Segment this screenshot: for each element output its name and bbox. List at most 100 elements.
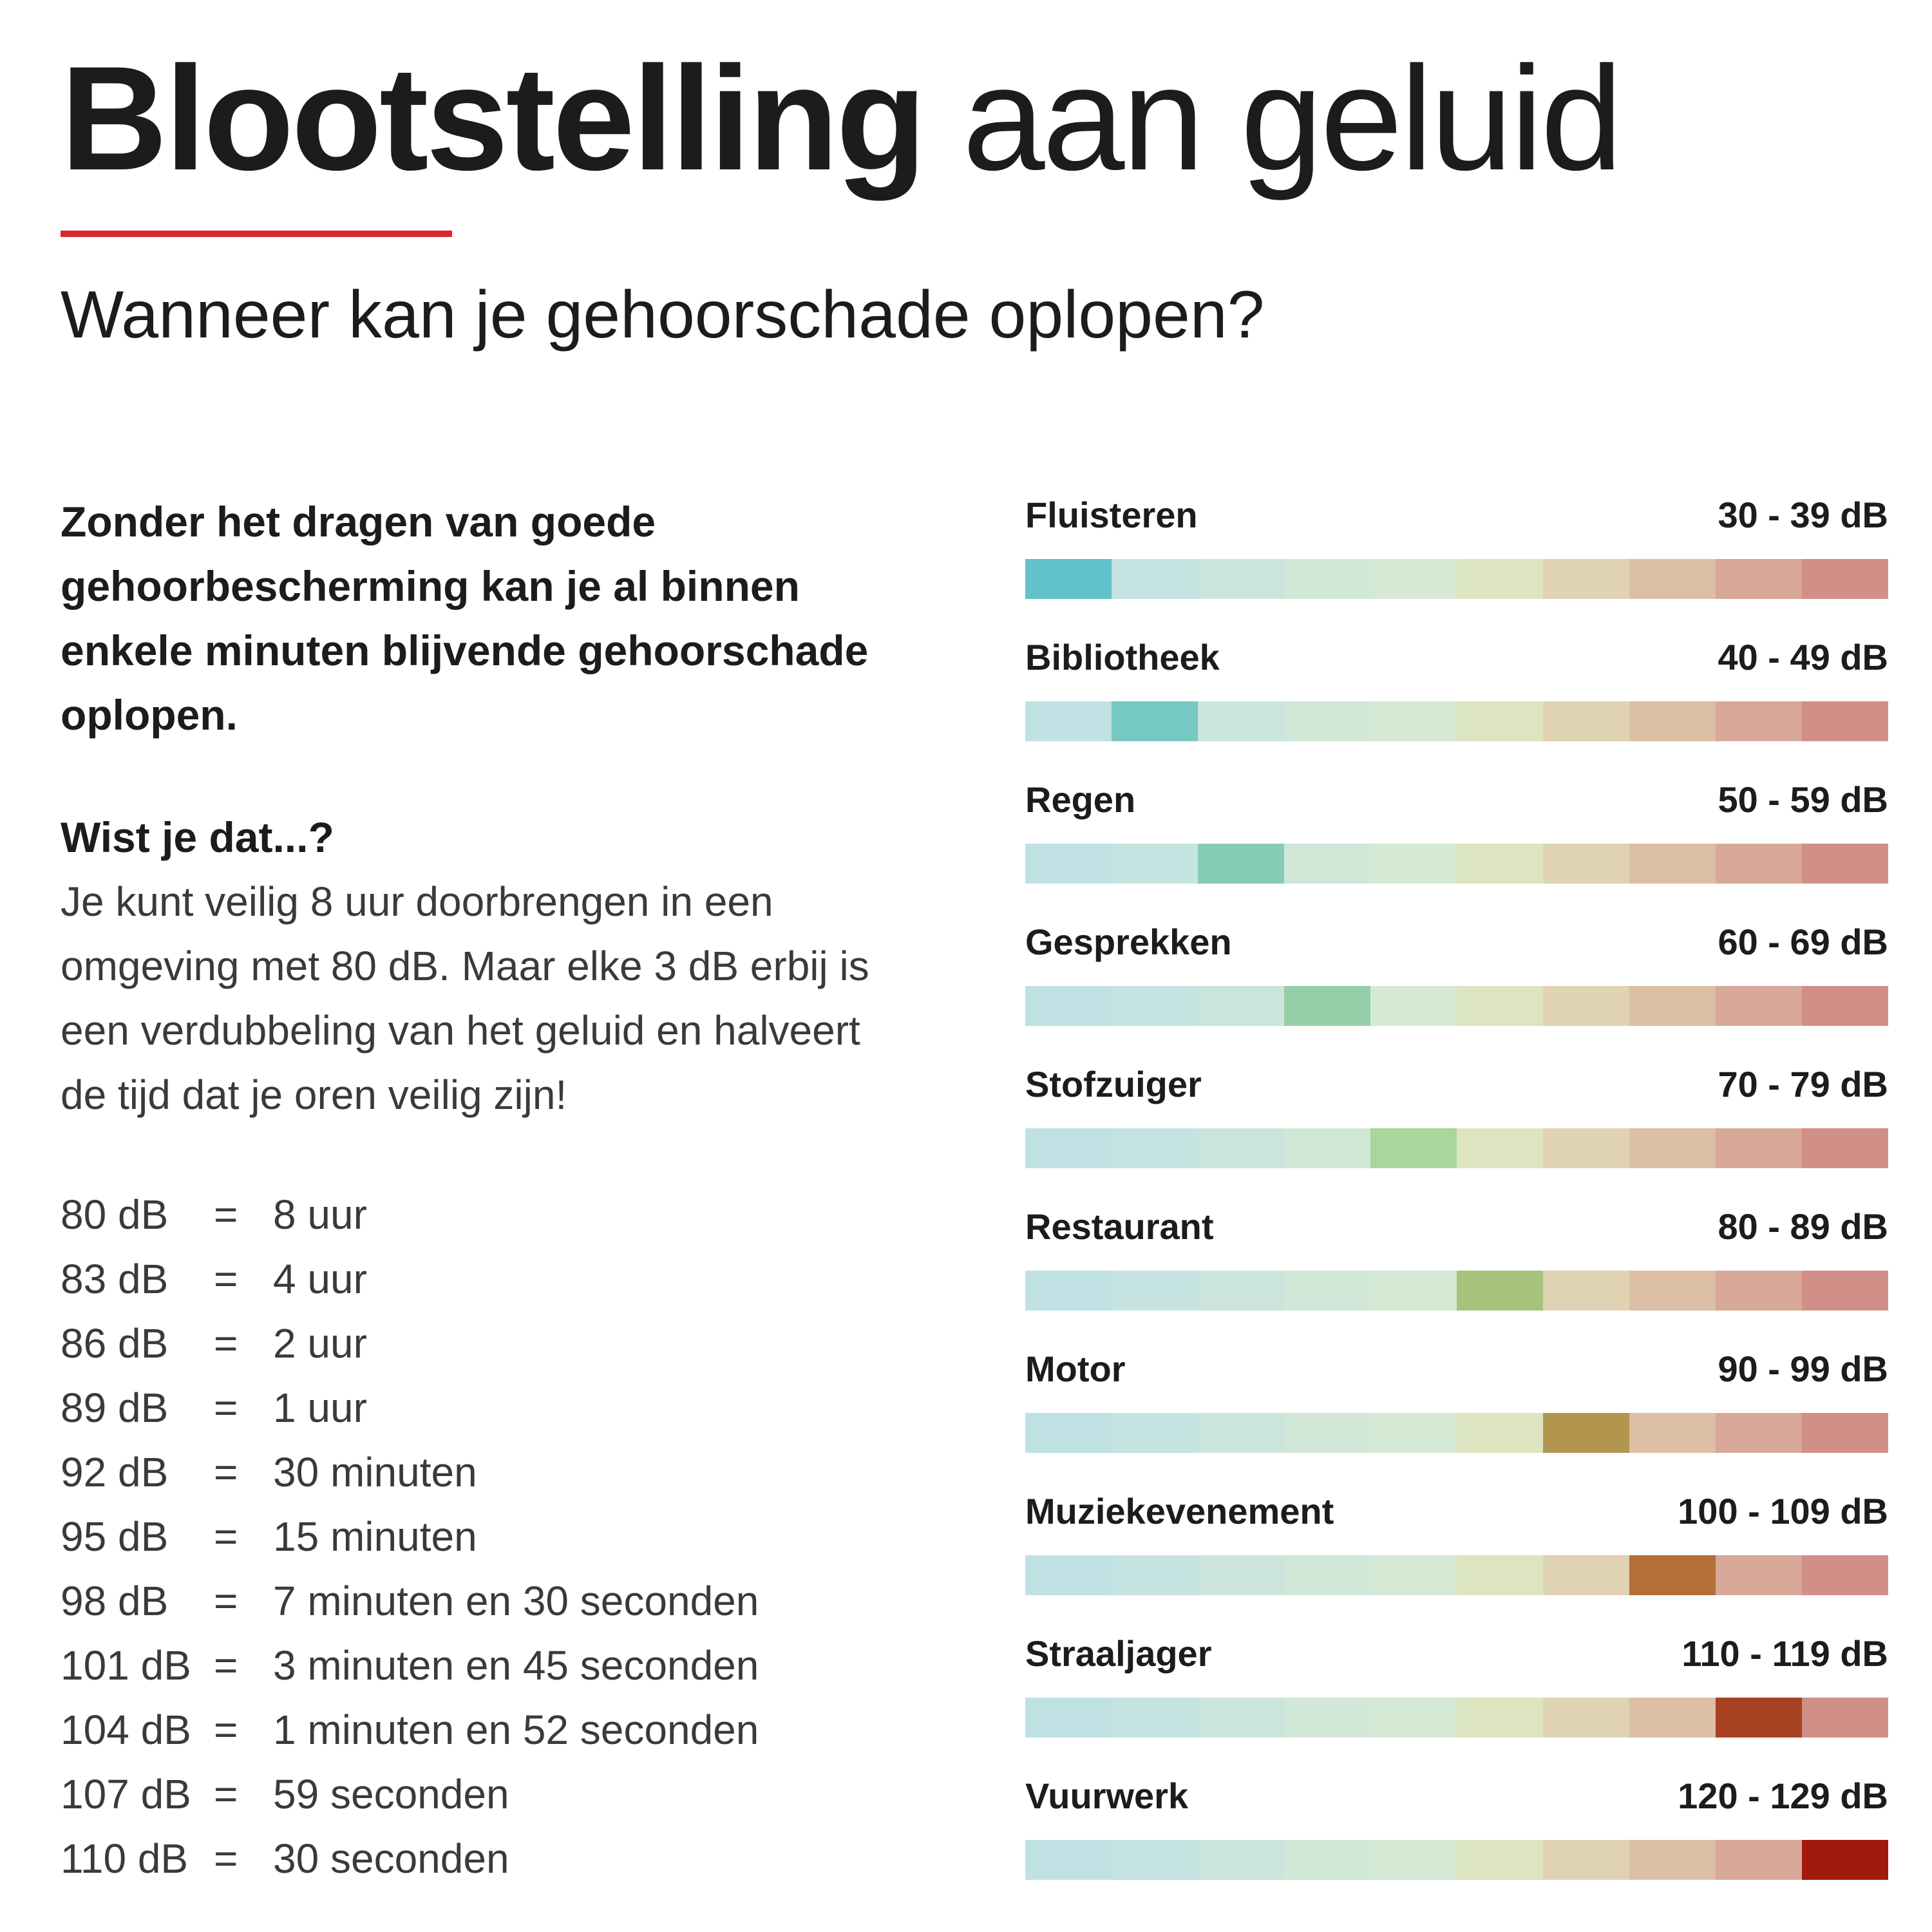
scale-segment: [1543, 559, 1629, 599]
scale-segment: [1543, 1840, 1629, 1880]
decibel-scale-bar: [1025, 1413, 1888, 1453]
exposure-level: 101 dB: [61, 1642, 191, 1689]
noise-source-name: Straaljager: [1025, 1633, 1212, 1674]
noise-source-name: Gesprekken: [1025, 922, 1232, 962]
noise-range: 80 - 89 dB: [1718, 1206, 1888, 1247]
scale-segment: [1025, 986, 1112, 1026]
scale-segment: [1284, 1128, 1370, 1168]
scale-segment: [1629, 986, 1716, 1026]
scale-segment: [1802, 1271, 1888, 1311]
scale-segment: [1112, 844, 1198, 884]
scale-segment: [1543, 986, 1629, 1026]
noise-source-name: Restaurant: [1025, 1206, 1214, 1247]
scale-segment: [1457, 1698, 1543, 1738]
equals-sign: =: [214, 1835, 238, 1882]
noise-range: 100 - 109 dB: [1678, 1491, 1888, 1531]
exposure-level: 80 dB: [61, 1191, 169, 1238]
scale-segment: [1370, 986, 1457, 1026]
scale-segment: [1284, 1698, 1370, 1738]
scale-segment: [1284, 1413, 1370, 1453]
exposure-level: 98 dB: [61, 1578, 169, 1624]
exposure-level: 92 dB: [61, 1449, 169, 1495]
noise-level-header: Regen 50 - 59 dB: [1025, 774, 1888, 826]
scale-segment: [1198, 1555, 1284, 1595]
noise-range: 120 - 129 dB: [1678, 1776, 1888, 1816]
exposure-row: 107 dB = 59 seconden: [61, 1762, 759, 1826]
page-subtitle: Wanneer kan je gehoorschade oplopen?: [61, 278, 1265, 352]
title-light: aan geluid: [962, 35, 1624, 201]
fact-text: Je kunt veilig 8 uur doorbrengen in een …: [61, 878, 869, 1118]
scale-segment: [1370, 1271, 1457, 1311]
scale-segment: [1112, 1128, 1198, 1168]
exposure-level: 86 dB: [61, 1320, 169, 1367]
noise-source-name: Muziekevenement: [1025, 1491, 1334, 1531]
noise-range: 50 - 59 dB: [1718, 779, 1888, 820]
equals-sign: =: [214, 1320, 238, 1367]
scale-segment-active: [1629, 1555, 1716, 1595]
decibel-scale-bar: [1025, 559, 1888, 599]
noise-source-name: Fluisteren: [1025, 495, 1198, 535]
scale-segment: [1629, 1128, 1716, 1168]
noise-source-name: Stofzuiger: [1025, 1064, 1202, 1104]
scale-segment: [1198, 1840, 1284, 1880]
scale-segment: [1112, 1413, 1198, 1453]
scale-segment: [1543, 844, 1629, 884]
scale-segment: [1025, 1128, 1112, 1168]
scale-segment: [1370, 701, 1457, 741]
scale-segment: [1025, 701, 1112, 741]
scale-segment-active: [1543, 1413, 1629, 1453]
noise-level-item: Bibliotheek 40 - 49 dB: [1025, 632, 1888, 774]
scale-segment: [1457, 701, 1543, 741]
scale-segment: [1370, 1840, 1457, 1880]
scale-segment: [1457, 1128, 1543, 1168]
noise-level-header: Bibliotheek 40 - 49 dB: [1025, 632, 1888, 683]
decibel-scale-bar: [1025, 1271, 1888, 1311]
scale-segment: [1198, 986, 1284, 1026]
scale-segment-active: [1457, 1271, 1543, 1311]
equals-sign: =: [214, 1771, 238, 1817]
noise-level-header: Stofzuiger 70 - 79 dB: [1025, 1059, 1888, 1110]
exposure-row: 86 dB = 2 uur: [61, 1311, 759, 1376]
exposure-level: 89 dB: [61, 1385, 169, 1431]
scale-segment: [1543, 1271, 1629, 1311]
noise-level-header: Straaljager 110 - 119 dB: [1025, 1628, 1888, 1680]
scale-segment: [1112, 986, 1198, 1026]
exposure-duration: 1 minuten en 52 seconden: [273, 1707, 759, 1753]
scale-segment: [1370, 1413, 1457, 1453]
exposure-row: 101 dB = 3 minuten en 45 seconden: [61, 1633, 759, 1698]
scale-segment: [1284, 1271, 1370, 1311]
noise-level-item: Restaurant 80 - 89 dB: [1025, 1201, 1888, 1343]
scale-segment: [1112, 1555, 1198, 1595]
noise-level-item: Gesprekken 60 - 69 dB: [1025, 916, 1888, 1059]
equals-sign: =: [214, 1707, 238, 1753]
scale-segment: [1543, 1128, 1629, 1168]
scale-segment: [1112, 559, 1198, 599]
scale-segment: [1716, 844, 1802, 884]
scale-segment: [1025, 1840, 1112, 1880]
scale-segment: [1198, 1698, 1284, 1738]
scale-segment: [1716, 1271, 1802, 1311]
scale-segment: [1716, 701, 1802, 741]
noise-level-header: Restaurant 80 - 89 dB: [1025, 1201, 1888, 1253]
equals-sign: =: [214, 1191, 238, 1238]
scale-segment: [1370, 1698, 1457, 1738]
scale-segment: [1716, 1413, 1802, 1453]
noise-level-item: Muziekevenement 100 - 109 dB: [1025, 1486, 1888, 1628]
scale-segment: [1198, 701, 1284, 741]
noise-level-header: Vuurwerk 120 - 129 dB: [1025, 1770, 1888, 1822]
exposure-duration: 7 minuten en 30 seconden: [273, 1578, 759, 1624]
decibel-scale-bar: [1025, 1840, 1888, 1880]
title-bold: Blootstelling: [61, 35, 927, 201]
noise-level-item: Regen 50 - 59 dB: [1025, 774, 1888, 916]
scale-segment: [1802, 1413, 1888, 1453]
exposure-row: 83 dB = 4 uur: [61, 1247, 759, 1311]
exposure-duration: 3 minuten en 45 seconden: [273, 1642, 759, 1689]
noise-range: 30 - 39 dB: [1718, 495, 1888, 535]
exposure-row: 92 dB = 30 minuten: [61, 1440, 759, 1504]
noise-level-header: Gesprekken 60 - 69 dB: [1025, 916, 1888, 968]
decibel-scale-bar: [1025, 1555, 1888, 1595]
intro-text: Zonder het dragen van goede gehoorbesche…: [61, 498, 869, 739]
scale-segment: [1716, 1840, 1802, 1880]
decibel-scale-bar: [1025, 986, 1888, 1026]
equals-sign: =: [214, 1513, 238, 1560]
